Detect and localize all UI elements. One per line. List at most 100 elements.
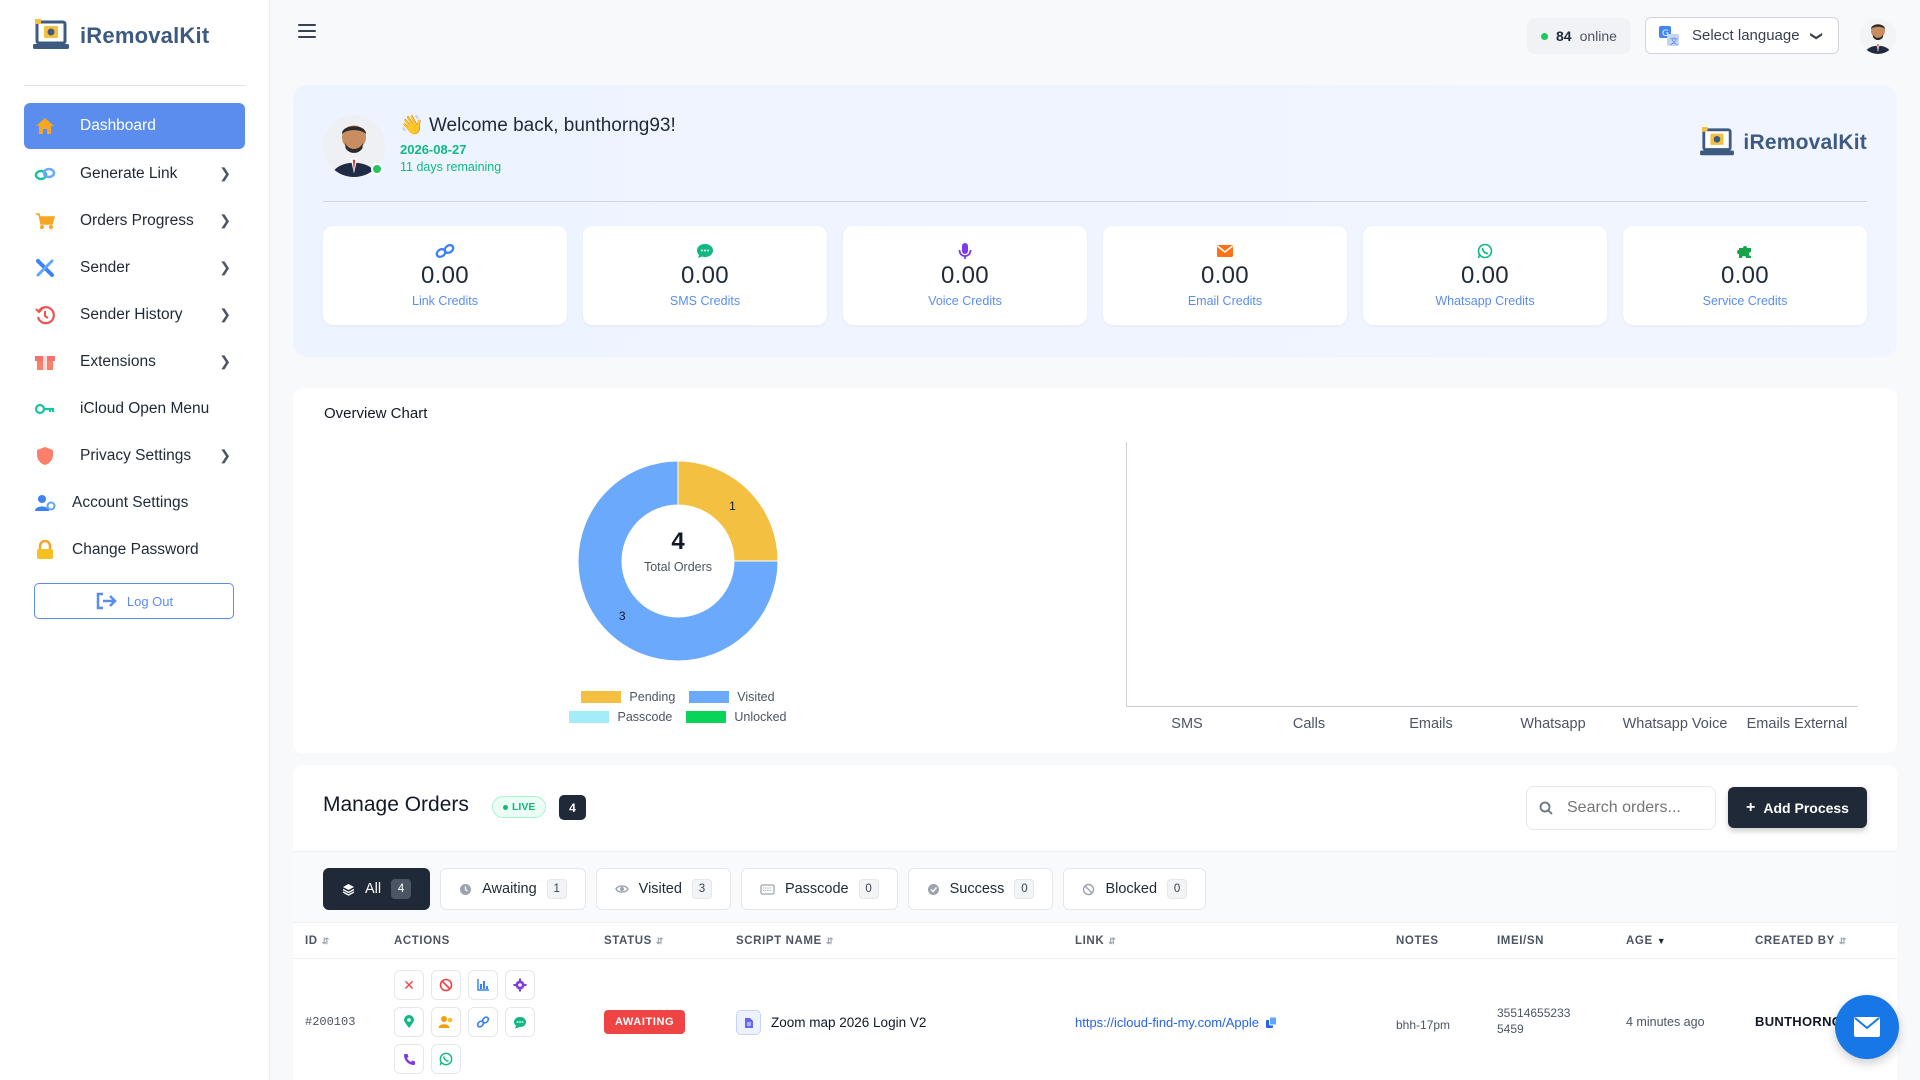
whatsapp-icon [1477, 242, 1493, 260]
sidebar-item-label: Account Settings [72, 493, 189, 511]
orders-donut-chart: 4 Total Orders 1 3 [553, 436, 803, 686]
sidebar-item-account-settings[interactable]: Account Settings [24, 480, 245, 525]
location-button[interactable] [394, 1007, 424, 1037]
credit-value: 0.00 [1461, 262, 1509, 289]
search-orders-input[interactable] [1567, 799, 1697, 817]
sidebar-item-orders-progress[interactable]: Orders Progress ❯ [24, 198, 245, 243]
column-header-label: CREATED BY [1755, 935, 1835, 947]
tab-label: Visited [638, 881, 682, 897]
brand-name: iRemovalKit [80, 23, 210, 48]
tab-success[interactable]: Success 0 [907, 868, 1054, 910]
sidebar-item-label: Sender [80, 258, 130, 276]
bar-chart-categories: SMS Calls Emails Whatsapp Whatsapp Voice… [1126, 716, 1858, 732]
logout-label: Log Out [126, 593, 174, 609]
copy-icon[interactable] [1265, 1016, 1278, 1029]
tab-visited[interactable]: Visited 3 [595, 868, 731, 910]
sidebar-item-icloud-open-menu[interactable]: iCloud Open Menu [24, 386, 245, 431]
call-button[interactable] [394, 1044, 424, 1074]
cancel-order-button[interactable]: ✕ [394, 970, 424, 1000]
user-avatar[interactable] [1860, 18, 1896, 54]
live-dot [503, 804, 508, 810]
chat-icon [514, 1016, 526, 1028]
tab-blocked[interactable]: Blocked 0 [1063, 868, 1207, 910]
column-header-link[interactable]: LINK ⇵ [1075, 935, 1116, 947]
chat-icon [696, 242, 714, 260]
column-header-status[interactable]: STATUS ⇵ [604, 935, 664, 947]
sort-icon: ⇵ [655, 936, 665, 946]
hamburger-menu-icon[interactable] [298, 24, 316, 38]
svg-text:G: G [1662, 29, 1669, 39]
legend-swatch [581, 691, 622, 703]
stats-button[interactable] [468, 970, 498, 1000]
eye-icon [614, 885, 629, 893]
bar-category-label: Whatsapp [1520, 716, 1586, 732]
settings-button[interactable] [505, 970, 535, 1000]
welcome-brand-logo: iRemovalKit [1699, 127, 1867, 159]
sidebar-item-extensions[interactable]: Extensions ❯ [24, 339, 245, 384]
tab-passcode[interactable]: Passcode 0 [740, 868, 898, 910]
manage-orders-title: Manage Orders [323, 793, 469, 816]
imei-line: 5459 [1497, 1022, 1524, 1036]
check-circle-icon [927, 883, 939, 895]
days-remaining: 11 days remaining [400, 160, 502, 174]
contacts-button[interactable] [431, 1007, 461, 1037]
column-header-age[interactable]: AGE ▼ [1626, 935, 1666, 947]
sort-icon: ⇵ [1108, 936, 1117, 946]
tab-awaiting[interactable]: Awaiting 1 [440, 868, 586, 910]
legend-item-passcode[interactable]: Passcode [569, 710, 672, 724]
tab-all[interactable]: All 4 [323, 868, 431, 910]
column-header-label: STATUS [604, 935, 652, 947]
column-header-script-name[interactable]: SCRIPT NAME ⇵ [736, 935, 834, 947]
laptop-logo-icon [1700, 127, 1735, 156]
link-icon [435, 242, 455, 260]
legend-swatch [689, 691, 730, 703]
column-header-created-by[interactable]: CREATED BY ⇵ [1755, 935, 1847, 947]
sidebar-item-sender[interactable]: Sender ❯ [24, 245, 245, 290]
created-by: BUNTHORNG [1755, 1014, 1843, 1029]
legend-item-pending[interactable]: Pending [581, 690, 675, 704]
legend-item-visited[interactable]: Visited [689, 690, 775, 704]
link-button[interactable] [468, 1007, 498, 1037]
sidebar-item-sender-history[interactable]: Sender History ❯ [24, 292, 245, 337]
logout-button[interactable]: Log Out [34, 583, 234, 619]
home-icon [34, 115, 56, 137]
sidebar-item-change-password[interactable]: Change Password [24, 527, 245, 572]
sms-button[interactable] [505, 1007, 535, 1037]
slice-label-visited: 3 [618, 609, 626, 624]
sidebar-item-label: Dashboard [80, 117, 156, 134]
box-icon [34, 351, 56, 373]
order-link[interactable]: https://icloud-find-my.com/Apple [1075, 1015, 1259, 1030]
sidebar-item-dashboard[interactable]: Dashboard [24, 103, 245, 149]
sort-icon: ⇵ [1838, 936, 1848, 946]
shield-icon [34, 445, 56, 467]
column-header-id[interactable]: ID ⇵ [305, 935, 330, 947]
contact-support-button[interactable] [1835, 995, 1899, 1059]
sidebar-item-label: Generate Link [80, 164, 178, 182]
credit-card-service: 0.00 Service Credits [1623, 226, 1867, 325]
chevron-right-icon: ❯ [219, 447, 231, 463]
block-order-button[interactable] [431, 970, 461, 1000]
envelope-icon [1854, 1017, 1880, 1037]
bar-chart-x-axis [1126, 706, 1858, 707]
sort-desc-icon: ▼ [1656, 936, 1667, 946]
search-orders-field[interactable] [1526, 786, 1716, 830]
document-icon [736, 1010, 761, 1035]
sidebar: iRemovalKit Dashboard Generate Link ❯ Or… [0, 0, 270, 1080]
tab-label: All [365, 881, 382, 897]
add-process-button[interactable]: + Add Process [1728, 787, 1867, 828]
donut-slice-visited[interactable] [577, 460, 779, 662]
brand-logo[interactable]: iRemovalKit [32, 16, 209, 56]
online-status-dot [371, 163, 383, 175]
filter-tabs-band: All 4 Awaiting 1 Visited 3 Passcode 0 Su… [293, 851, 1897, 923]
orders-table-header: ID ⇵ ACTIONS STATUS ⇵ SCRIPT NAME ⇵ LINK ⇵ N… [293, 923, 1897, 959]
column-header-actions: ACTIONS [394, 935, 450, 947]
whatsapp-button[interactable] [431, 1044, 461, 1074]
sidebar-item-generate-link[interactable]: Generate Link ❯ [24, 151, 245, 196]
layers-icon [342, 883, 355, 896]
sidebar-nav: Dashboard Generate Link ❯ Orders Progres… [24, 103, 245, 574]
legend-item-unlocked[interactable]: Unlocked [686, 710, 787, 724]
chevron-right-icon: ❯ [219, 259, 231, 275]
tab-label: Awaiting [482, 881, 537, 897]
sidebar-item-privacy-settings[interactable]: Privacy Settings ❯ [24, 433, 245, 478]
